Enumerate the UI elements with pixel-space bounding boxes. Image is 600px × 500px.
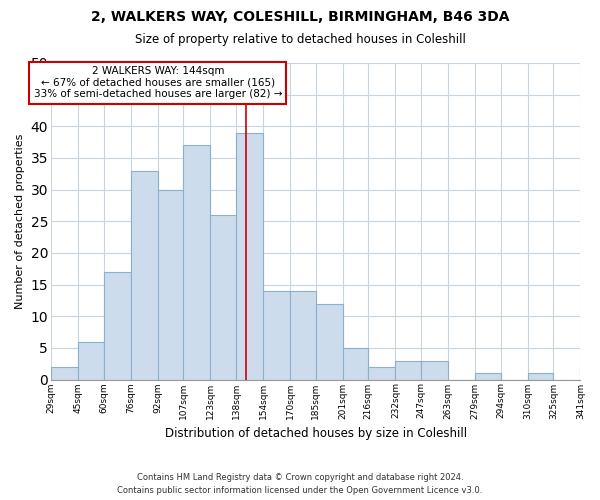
Text: Size of property relative to detached houses in Coleshill: Size of property relative to detached ho… <box>134 32 466 46</box>
Bar <box>368 367 395 380</box>
Bar <box>78 342 104 380</box>
Y-axis label: Number of detached properties: Number of detached properties <box>15 134 25 309</box>
Bar <box>263 291 290 380</box>
Bar <box>528 373 553 380</box>
Bar <box>343 348 368 380</box>
Bar <box>290 291 316 380</box>
Text: 2 WALKERS WAY: 144sqm
← 67% of detached houses are smaller (165)
33% of semi-det: 2 WALKERS WAY: 144sqm ← 67% of detached … <box>34 66 282 100</box>
Bar <box>131 170 158 380</box>
Text: 2, WALKERS WAY, COLESHILL, BIRMINGHAM, B46 3DA: 2, WALKERS WAY, COLESHILL, BIRMINGHAM, B… <box>91 10 509 24</box>
Bar <box>316 304 343 380</box>
Bar <box>211 215 236 380</box>
Text: Contains HM Land Registry data © Crown copyright and database right 2024.
Contai: Contains HM Land Registry data © Crown c… <box>118 474 482 495</box>
Bar <box>236 132 263 380</box>
Bar <box>395 360 421 380</box>
Bar <box>475 373 501 380</box>
Bar <box>184 146 211 380</box>
Bar <box>51 367 78 380</box>
X-axis label: Distribution of detached houses by size in Coleshill: Distribution of detached houses by size … <box>164 427 467 440</box>
Bar <box>580 367 600 380</box>
Bar <box>158 190 184 380</box>
Bar <box>421 360 448 380</box>
Bar <box>104 272 131 380</box>
